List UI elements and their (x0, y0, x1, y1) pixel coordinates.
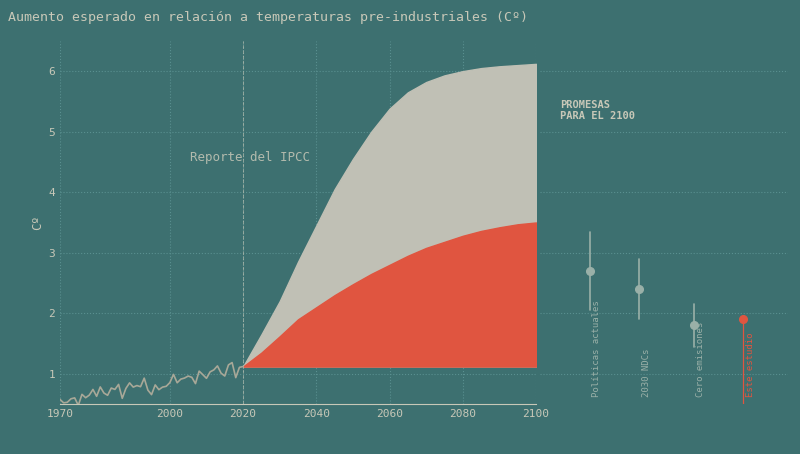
Y-axis label: Cº: Cº (31, 215, 44, 230)
Text: Políticas actuales: Políticas actuales (592, 300, 601, 397)
Text: Cero emisiones: Cero emisiones (696, 321, 706, 397)
Text: Este estudio: Este estudio (746, 332, 755, 397)
Text: Reporte del IPCC: Reporte del IPCC (190, 151, 310, 163)
Text: 2030 NDCs: 2030 NDCs (642, 348, 650, 397)
Text: Estimaciones basadas en políticas
actuales y compromisos futuros: Estimaciones basadas en políticas actual… (329, 333, 535, 355)
Text: PROMESAS
PARA EL 2100: PROMESAS PARA EL 2100 (560, 100, 635, 121)
Text: Aumento esperado en relación a temperaturas pre-industriales (Cº): Aumento esperado en relación a temperatu… (8, 11, 528, 25)
